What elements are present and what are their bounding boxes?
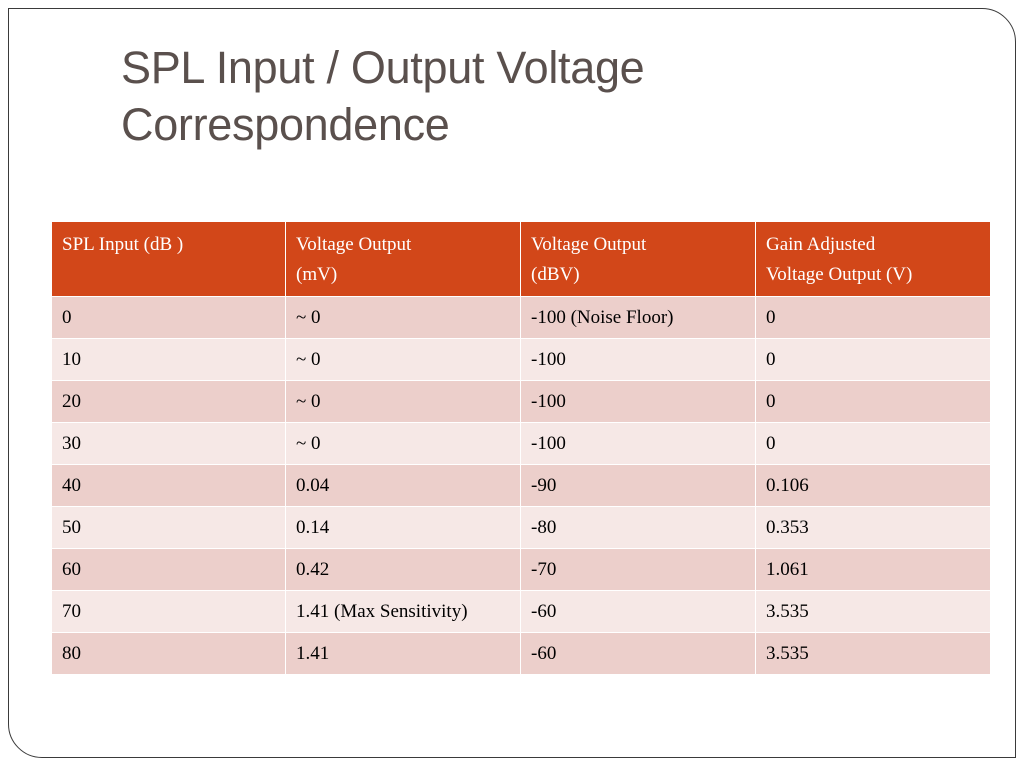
header-spl-input: SPL Input (dB ) — [51, 221, 286, 297]
table-row: 70 1.41 (Max Sensitivity) -60 3.535 — [51, 590, 991, 633]
cell-spl-input: 80 — [51, 632, 286, 675]
cell-spl-input: 60 — [51, 548, 286, 591]
table-row: 80 1.41 -60 3.535 — [51, 632, 991, 675]
cell-voltage-dbv: -100 (Noise Floor) — [520, 296, 756, 339]
cell-voltage-mv: 1.41 — [285, 632, 521, 675]
cell-spl-input: 10 — [51, 338, 286, 381]
cell-voltage-mv: 1.41 (Max Sensitivity) — [285, 590, 521, 633]
slide-title: SPL Input / Output Voltage Correspondenc… — [121, 39, 881, 153]
cell-voltage-mv: 0.42 — [285, 548, 521, 591]
header-gain-adjusted-voltage: Gain Adjusted Voltage Output (V) — [755, 221, 991, 297]
cell-voltage-dbv: -90 — [520, 464, 756, 507]
table-row: 10 ~ 0 -100 0 — [51, 338, 991, 381]
cell-spl-input: 50 — [51, 506, 286, 549]
cell-voltage-mv: ~ 0 — [285, 422, 521, 465]
table-row: 20 ~ 0 -100 0 — [51, 380, 991, 423]
slide-title-line-2: Correspondence — [121, 99, 450, 150]
cell-spl-input: 40 — [51, 464, 286, 507]
cell-voltage-mv: ~ 0 — [285, 296, 521, 339]
cell-spl-input: 0 — [51, 296, 286, 339]
cell-voltage-dbv: -80 — [520, 506, 756, 549]
cell-voltage-mv: 0.14 — [285, 506, 521, 549]
cell-voltage-dbv: -60 — [520, 590, 756, 633]
table-row: 40 0.04 -90 0.106 — [51, 464, 991, 507]
cell-gain-adjusted: 0 — [755, 422, 991, 465]
cell-gain-adjusted: 0.106 — [755, 464, 991, 507]
table-row: 0 ~ 0 -100 (Noise Floor) 0 — [51, 296, 991, 339]
cell-gain-adjusted: 0 — [755, 380, 991, 423]
cell-spl-input: 20 — [51, 380, 286, 423]
spl-voltage-table: SPL Input (dB ) Voltage Output (mV) Volt… — [51, 221, 991, 675]
table-row: 30 ~ 0 -100 0 — [51, 422, 991, 465]
table-header-row: SPL Input (dB ) Voltage Output (mV) Volt… — [51, 221, 991, 297]
cell-spl-input: 30 — [51, 422, 286, 465]
cell-voltage-dbv: -100 — [520, 422, 756, 465]
table-row: 50 0.14 -80 0.353 — [51, 506, 991, 549]
cell-gain-adjusted: 3.535 — [755, 590, 991, 633]
header-voltage-output-mv: Voltage Output (mV) — [285, 221, 521, 297]
cell-voltage-dbv: -70 — [520, 548, 756, 591]
cell-gain-adjusted: 1.061 — [755, 548, 991, 591]
cell-gain-adjusted: 0 — [755, 338, 991, 381]
cell-gain-adjusted: 0.353 — [755, 506, 991, 549]
cell-voltage-mv: ~ 0 — [285, 338, 521, 381]
cell-gain-adjusted: 0 — [755, 296, 991, 339]
cell-voltage-dbv: -100 — [520, 338, 756, 381]
header-voltage-output-dbv: Voltage Output (dBV) — [520, 221, 756, 297]
table-row: 60 0.42 -70 1.061 — [51, 548, 991, 591]
cell-voltage-mv: ~ 0 — [285, 380, 521, 423]
cell-voltage-dbv: -60 — [520, 632, 756, 675]
cell-gain-adjusted: 3.535 — [755, 632, 991, 675]
cell-voltage-mv: 0.04 — [285, 464, 521, 507]
cell-spl-input: 70 — [51, 590, 286, 633]
slide-title-line-1: SPL Input / Output Voltage — [121, 42, 645, 93]
cell-voltage-dbv: -100 — [520, 380, 756, 423]
